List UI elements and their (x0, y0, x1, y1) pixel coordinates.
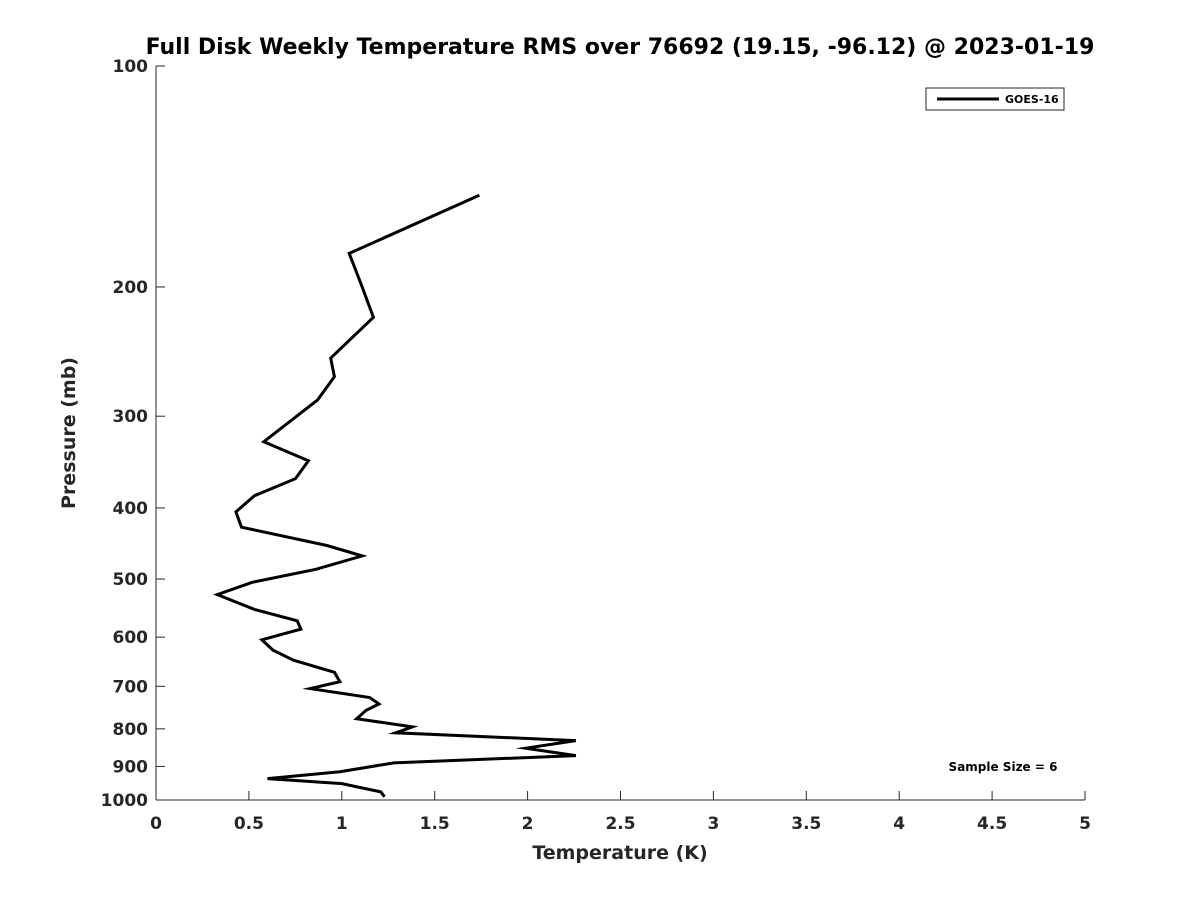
y-tick-label: 900 (113, 757, 149, 777)
y-tick-label: 100 (113, 57, 149, 77)
x-tick-label: 5 (1079, 814, 1091, 834)
x-tick-label: 4 (893, 814, 905, 834)
x-tick-label: 0 (150, 814, 162, 834)
y-tick-label: 600 (113, 628, 149, 648)
legend[interactable]: GOES-16 (925, 87, 1065, 111)
x-tick-label: 2.5 (605, 814, 635, 834)
plot-area (213, 193, 577, 798)
x-tick-label: 4.5 (977, 814, 1007, 834)
x-tick-label: 1 (336, 814, 348, 834)
chart-title: Full Disk Weekly Temperature RMS over 76… (146, 35, 1095, 60)
y-tick-label: 1000 (101, 791, 148, 811)
y-tick-label: 200 (113, 278, 149, 298)
sample-size-annotation: Sample Size = 6 (949, 760, 1058, 774)
x-axis-label: Temperature (K) (532, 842, 707, 864)
y-tick-label: 800 (113, 720, 149, 740)
series-line-goes-16 (213, 193, 577, 798)
x-tick-label: 3.5 (791, 814, 821, 834)
x-tick-label: 1.5 (420, 814, 450, 834)
y-axis-label: Pressure (mb) (58, 357, 80, 509)
x-tick-label: 0.5 (234, 814, 264, 834)
x-tick-label: 3 (707, 814, 719, 834)
y-tick-label: 400 (113, 499, 149, 519)
y-tick-label: 500 (113, 570, 149, 590)
y-tick-label: 300 (113, 407, 149, 427)
legend-label-goes-16: GOES-16 (1005, 93, 1059, 106)
x-tick-label: 2 (522, 814, 534, 834)
ticks: 0 0.5 1 1.5 2 2.5 3 3.5 4 4.5 5 100 200 300 400 500 600 7… (101, 57, 1091, 834)
y-tick-label: 700 (113, 677, 149, 697)
